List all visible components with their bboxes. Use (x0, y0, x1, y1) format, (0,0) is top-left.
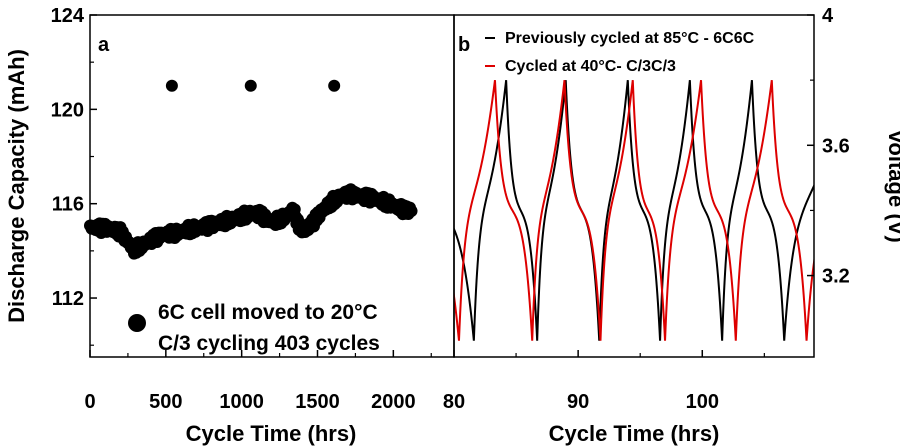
panel-b-curves (454, 80, 814, 341)
panel-a-label: a (98, 34, 110, 56)
panel-a-x-ticks: 0 500 1000 1500 2000 (84, 350, 432, 413)
reference-point (244, 79, 257, 92)
panel-a-y-axis-title: Discharge Capacity (mAh) (4, 49, 29, 323)
legend-label-black: Previously cycled at 85°C - 6C6C (505, 30, 755, 47)
panel-a-y-ticks: 112 116 120 124 (51, 5, 97, 346)
panel-a-x-tick-label: 2000 (371, 391, 416, 413)
panel-a-x-tick-label: 1500 (295, 391, 340, 413)
panel-b-x-tick-label: 80 (443, 391, 465, 413)
panel-a-y-tick-label: 112 (52, 288, 84, 310)
capacity-point (405, 205, 418, 218)
panel-a-x-tick-label: 500 (149, 391, 182, 413)
panel-b-y-ticks: 3.2 3.6 4 (807, 5, 850, 288)
panel-b-x-ticks: 80 90 100 (443, 350, 765, 413)
panel-b-x-axis-title: Cycle Time (hrs) (549, 421, 720, 446)
panel-a-y-tick-label: 120 (51, 99, 84, 121)
legend-line-1: 6C cell moved to 20°C (158, 301, 378, 324)
panel-b-y-tick-label: 3.2 (822, 266, 850, 288)
panel-a-y-tick-label: 124 (51, 5, 85, 27)
voltage-curve-40c (454, 80, 814, 341)
reference-point (328, 79, 341, 92)
panel-a: a 0 500 1000 1500 2000 112 116 120 124 6C cell … (4, 5, 455, 446)
panel-b-x-tick-label: 100 (686, 391, 719, 413)
panel-a-y-tick-label: 116 (52, 194, 84, 216)
panel-b-y-tick-label: 4 (822, 5, 834, 27)
panel-b: b Previously cycled at 85°C - 6C6C Cycle… (443, 5, 900, 446)
legend-marker (128, 314, 146, 332)
legend-label-red: Cycled at 40°C- C/3C/3 (505, 58, 676, 75)
panel-b-frame (453, 14, 815, 358)
panel-a-frame (89, 14, 455, 358)
panel-a-x-tick-label: 1000 (219, 391, 264, 413)
panel-b-x-tick-label: 90 (567, 391, 589, 413)
panel-b-y-tick-label: 3.6 (822, 135, 850, 157)
panel-b-y-axis-title: Voltage (V) (884, 129, 900, 242)
voltage-curve-85c (454, 80, 814, 341)
panel-a-points (84, 79, 418, 260)
panel-a-x-axis-title: Cycle Time (hrs) (186, 421, 357, 446)
legend-line-2: C/3 cycling 403 cycles (158, 332, 380, 355)
panel-b-label: b (458, 34, 470, 56)
panel-a-x-tick-label: 0 (84, 391, 95, 413)
reference-point (165, 79, 178, 92)
